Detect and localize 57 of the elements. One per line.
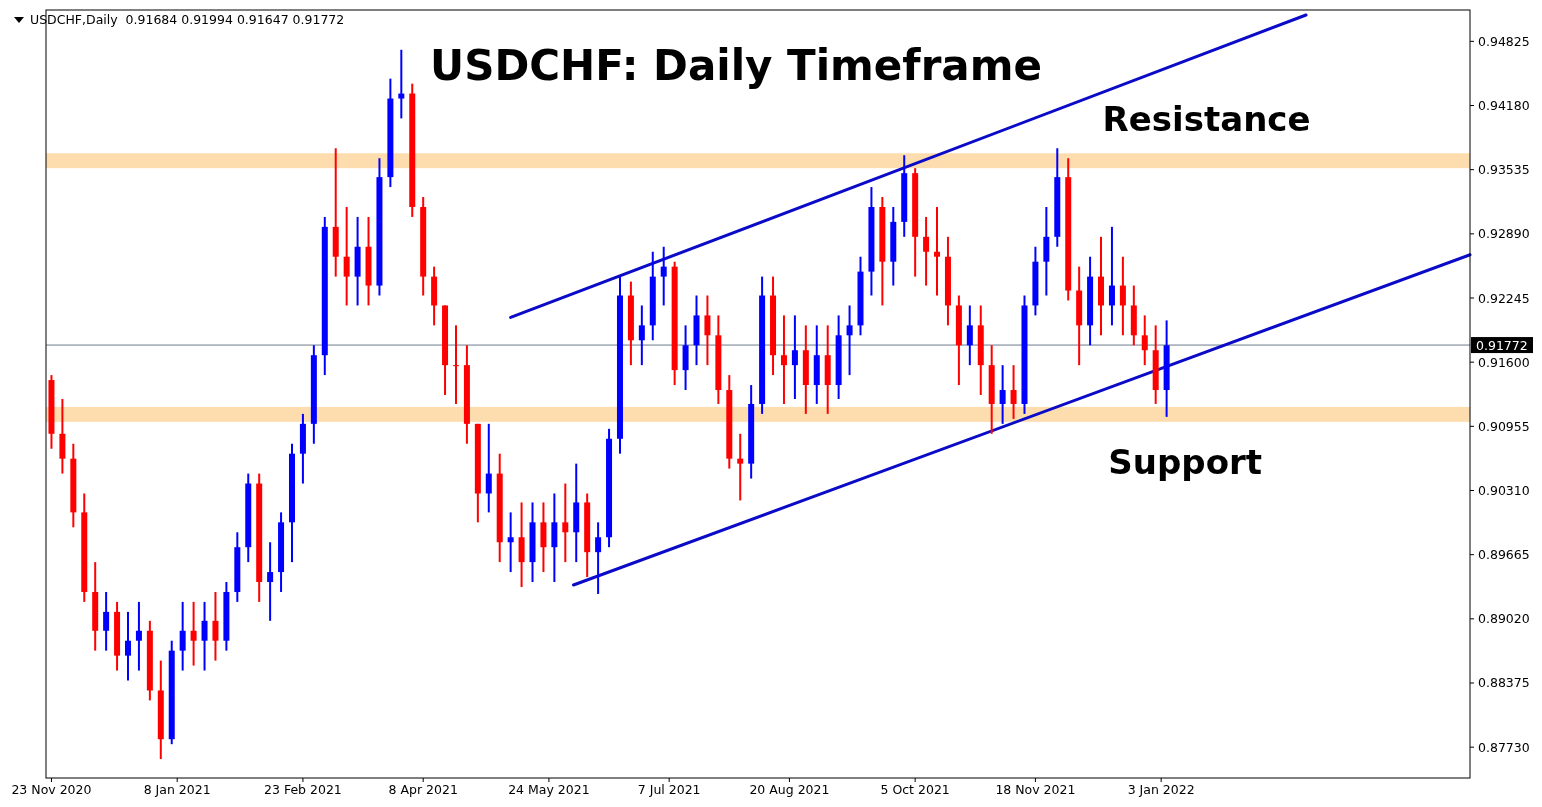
candlestick [179, 600, 186, 672]
candlestick [343, 205, 350, 307]
candlestick [737, 432, 744, 502]
candlestick [267, 541, 274, 622]
candlestick [704, 294, 711, 367]
x-tick-label: 23 Nov 2020 [11, 782, 92, 797]
candlestick [966, 304, 973, 367]
candlestick [190, 600, 197, 667]
text: USDCHF: Daily Timeframe [430, 41, 1042, 90]
ref-line-label: 0.91772 [1476, 338, 1528, 354]
y-tick-label: 0.89020 [1478, 611, 1530, 627]
y-tick-label: 0.88375 [1478, 675, 1530, 691]
candlestick [507, 511, 514, 574]
candlestick [780, 314, 787, 405]
candlestick [135, 600, 142, 672]
candlestick [485, 422, 492, 514]
annotation: USDCHF,Daily 0.91684 0.91994 0.91647 0.91772 [30, 12, 345, 27]
x-tick-label: 18 Nov 2021 [995, 782, 1076, 797]
candlestick [999, 364, 1006, 425]
candlestick [1119, 255, 1126, 337]
y-tick-label: 0.90955 [1478, 418, 1530, 434]
y-tick-label: 0.93535 [1478, 162, 1530, 178]
y-tick-label: 0.92890 [1478, 226, 1530, 242]
candlestick [638, 304, 645, 367]
x-tick-label: 3 Jan 2022 [1127, 782, 1195, 797]
candlestick [934, 205, 941, 297]
y-tick-label: 0.87730 [1478, 739, 1530, 755]
y-tick-label: 0.90310 [1478, 483, 1530, 498]
candlestick [846, 304, 853, 377]
candlestick [201, 600, 208, 672]
y-tick-label: 0.89665 [1478, 547, 1530, 563]
candlestick [595, 521, 602, 595]
x-tick-label: 23 Feb 2021 [264, 782, 342, 797]
y-tick-label: 0.91600 [1478, 354, 1530, 370]
x-tick-label: 20 Aug 2021 [749, 782, 830, 797]
candlestick [452, 324, 459, 405]
candlestick [923, 215, 930, 287]
candlestick [791, 314, 798, 400]
candlestick [660, 245, 667, 307]
candlestick [103, 590, 110, 652]
band-label: Support [1108, 441, 1263, 482]
x-tick-label: 7 Jul 2021 [637, 782, 701, 797]
candlestick [212, 590, 219, 662]
x-tick-label: 5 Oct 2021 [880, 782, 950, 797]
y-tick-label: 0.94180 [1478, 98, 1530, 113]
candlestick [1141, 314, 1148, 367]
y-tick-label: 0.94825 [1478, 33, 1530, 49]
x-tick-label: 8 Jan 2021 [143, 782, 211, 797]
x-tick-label: 24 May 2021 [508, 782, 590, 797]
x-tick-label: 8 Apr 2021 [388, 782, 458, 797]
candlestick [125, 610, 131, 682]
y-tick-label: 0.92245 [1478, 290, 1530, 306]
candlestick [398, 48, 405, 120]
candlestick [1010, 364, 1017, 420]
candlestick [1108, 225, 1115, 327]
band-label: Resistance [1102, 99, 1311, 140]
candlestick [562, 482, 569, 564]
